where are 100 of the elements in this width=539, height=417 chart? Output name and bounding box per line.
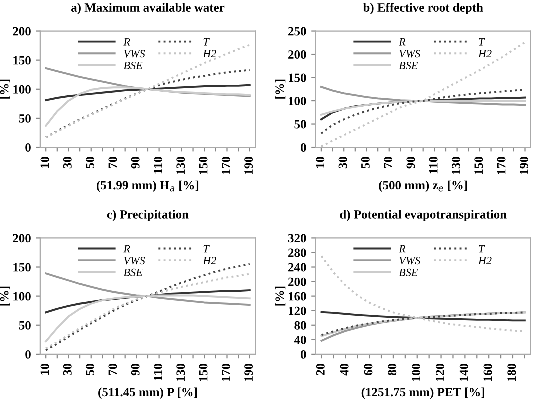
x-tick-label: 150: [474, 157, 484, 174]
y-tick-label: 100: [14, 85, 31, 94]
x-tick-label: 160: [484, 364, 492, 382]
chart-title: b) Effective root depth: [363, 3, 484, 14]
y-tick-label: 240: [288, 263, 306, 272]
y-tick-label: 200: [288, 50, 306, 59]
y-tick-label: 280: [288, 248, 306, 258]
y-tick-label: 150: [14, 263, 31, 272]
x-tick-label: 110: [429, 157, 438, 174]
y-tick-label: 250: [288, 27, 306, 36]
legend-label: BSE: [124, 268, 143, 276]
x-tick-label: 190: [244, 364, 254, 382]
x-tick-label: 40: [340, 364, 349, 376]
legend-label: H2: [202, 50, 216, 58]
legend-label: BSE: [399, 268, 418, 276]
x-axis-title: (511.45 mm) P [%]: [98, 388, 198, 400]
x-tick-label: 190: [520, 157, 528, 174]
x-tick-label: 10: [40, 157, 50, 168]
x-tick-label: 30: [63, 157, 72, 169]
line-series: [45, 84, 251, 102]
y-axis-title: [%]: [275, 80, 286, 99]
x-tick-label: 130: [176, 157, 186, 174]
x-tick-label: 170: [497, 157, 506, 174]
x-tick-label: 70: [108, 364, 118, 376]
y-tick-label: 0: [300, 350, 306, 359]
chart-title: c) Precipitation: [107, 210, 189, 222]
line-series: [45, 44, 251, 139]
legend-label: R: [124, 38, 130, 46]
legend-label: BSE: [399, 62, 418, 70]
y-tick-label: 200: [13, 234, 31, 243]
x-tick-label: 70: [384, 157, 393, 168]
legend-label: VWS: [124, 257, 146, 265]
x-tick-label: 70: [108, 157, 118, 168]
y-tick-label: 50: [19, 321, 31, 330]
x-tick-label: 50: [86, 364, 95, 376]
x-tick-label: 80: [388, 364, 397, 376]
y-tick-label: 0: [300, 144, 306, 152]
x-tick-label: 170: [222, 364, 230, 382]
y-axis-title: [%]: [0, 80, 10, 99]
y-tick-label: 100: [289, 97, 306, 106]
legend-label: VWS: [400, 257, 421, 265]
y-tick-label: 150: [14, 56, 31, 65]
y-tick-label: 0: [26, 144, 31, 152]
y-tick-label: 50: [294, 120, 306, 129]
x-tick-label: 120: [436, 364, 444, 382]
y-tick-label: 150: [289, 74, 306, 82]
x-tick-label: 100: [412, 364, 421, 382]
y-tick-label: 100: [14, 292, 31, 301]
x-tick-label: 110: [154, 157, 162, 174]
x-tick-label: 140: [460, 364, 468, 382]
legend-label: T: [204, 245, 210, 253]
x-tick-label: 150: [199, 157, 208, 174]
legend-label: R: [399, 245, 406, 253]
legend-label: H2: [478, 50, 492, 58]
legend-label: BSE: [124, 62, 143, 70]
line-series: [320, 86, 526, 106]
y-tick-label: 50: [19, 114, 31, 123]
x-tick-label: 50: [86, 157, 95, 169]
legend-label: VWS: [124, 50, 146, 58]
x-tick-label: 20: [316, 364, 325, 376]
y-tick-label: 160: [289, 292, 306, 301]
y-tick-label: 0: [26, 350, 31, 359]
x-tick-label: 130: [452, 157, 460, 174]
x-tick-label: 90: [406, 157, 416, 169]
y-tick-label: 40: [294, 336, 306, 344]
x-tick-label: 180: [508, 364, 516, 382]
chart-title: d) Potential evapotranspiration: [340, 210, 507, 222]
legend-label: T: [479, 38, 486, 46]
x-tick-label: 30: [63, 364, 72, 376]
x-axis-title: (500 mm) z$_{e}$ [%]: [379, 180, 468, 192]
y-tick-label: 200: [13, 27, 31, 36]
x-axis-title: (51.99 mm) H$_{a}$ [%]: [96, 180, 199, 192]
y-axis-title: [%]: [0, 286, 10, 306]
legend-label: T: [479, 245, 486, 253]
x-tick-label: 110: [154, 364, 162, 381]
legend-label: T: [204, 38, 210, 46]
x-tick-label: 190: [244, 157, 254, 174]
legend-label: VWS: [400, 50, 421, 58]
x-tick-label: 130: [176, 364, 186, 382]
x-tick-label: 50: [361, 157, 370, 169]
line-series: [45, 290, 251, 314]
legend-label: H2: [202, 257, 216, 264]
line-series: [320, 311, 526, 322]
y-tick-label: 120: [289, 306, 306, 316]
x-tick-label: 30: [338, 157, 348, 169]
y-axis-title: [%]: [275, 286, 286, 306]
y-tick-label: 320: [288, 234, 306, 243]
legend-label: H2: [478, 257, 492, 264]
x-tick-label: 60: [364, 364, 373, 376]
y-tick-label: 200: [288, 278, 306, 286]
x-axis-title: (1251.75 mm) PET [%]: [362, 388, 484, 400]
chart-title: a) Maximum available water: [71, 3, 225, 14]
y-tick-label: 80: [294, 321, 306, 330]
x-tick-label: 150: [199, 364, 208, 382]
legend-label: R: [399, 38, 406, 46]
legend-label: R: [124, 245, 130, 253]
x-tick-label: 170: [222, 157, 230, 174]
x-tick-label: 90: [131, 364, 140, 376]
x-tick-label: 90: [131, 157, 140, 169]
x-tick-label: 10: [316, 157, 325, 168]
